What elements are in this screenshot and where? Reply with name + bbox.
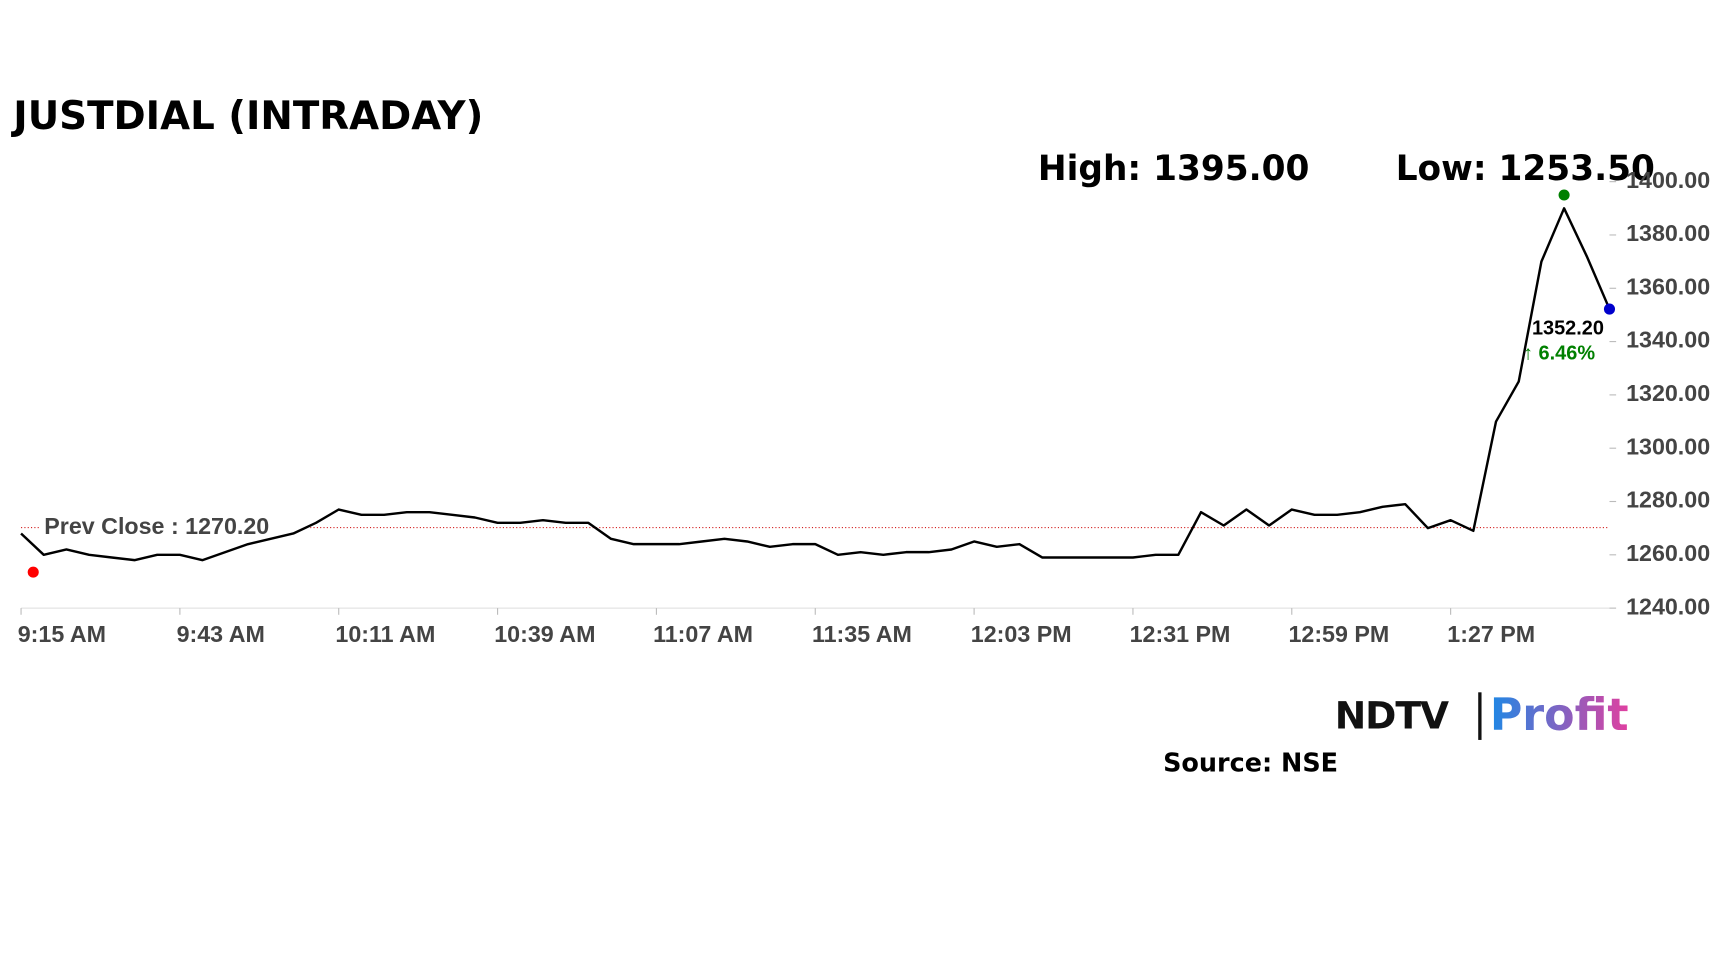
- chart-title: JUSTDIAL (INTRADAY): [10, 94, 483, 139]
- y-tick-label: 1360.00: [1626, 273, 1710, 299]
- y-tick-label: 1340.00: [1626, 327, 1710, 353]
- low-label: Low: 1253.50: [1396, 149, 1655, 189]
- high-dot: [1558, 189, 1570, 201]
- source: Source: NSE: [1163, 748, 1338, 778]
- y-tick-label: 1300.00: [1626, 433, 1710, 459]
- x-tick-label: 12:59 PM: [1288, 621, 1389, 647]
- change-label: ↑ 6.46%: [1523, 343, 1595, 365]
- high-label: High: 1395.00: [1038, 149, 1310, 189]
- x-tick-label: 1:27 PM: [1447, 621, 1535, 647]
- x-tick-label: 11:07 AM: [653, 621, 753, 647]
- x-tick-label: 10:39 AM: [494, 621, 595, 647]
- y-tick-label: 1320.00: [1626, 380, 1710, 406]
- y-tick-label: 1400.00: [1626, 167, 1710, 193]
- prev-close-label: Prev Close : 1270.20: [44, 513, 269, 539]
- x-tick-label: 10:11 AM: [335, 621, 435, 647]
- x-tick-label: 12:03 PM: [971, 621, 1072, 647]
- y-tick-label: 1280.00: [1626, 487, 1710, 513]
- y-tick-label: 1240.00: [1626, 593, 1710, 619]
- low-dot: [27, 566, 39, 578]
- brand-ndtv: NDTV: [1335, 693, 1449, 737]
- brand-profit: Profit: [1490, 690, 1629, 741]
- x-tick-label: 11:35 AM: [812, 621, 912, 647]
- x-tick-label: 9:43 AM: [177, 621, 265, 647]
- last-dot: [1603, 303, 1616, 315]
- price-line: [20, 207, 1611, 562]
- y-tick-label: 1260.00: [1626, 540, 1710, 566]
- y-tick-label: 1380.00: [1626, 220, 1710, 246]
- x-tick-label: 12:31 PM: [1130, 621, 1231, 647]
- x-tick-label: 9:15 AM: [18, 621, 106, 647]
- prev-close-bg: [39, 512, 311, 541]
- last-label: 1352.20: [1532, 317, 1604, 339]
